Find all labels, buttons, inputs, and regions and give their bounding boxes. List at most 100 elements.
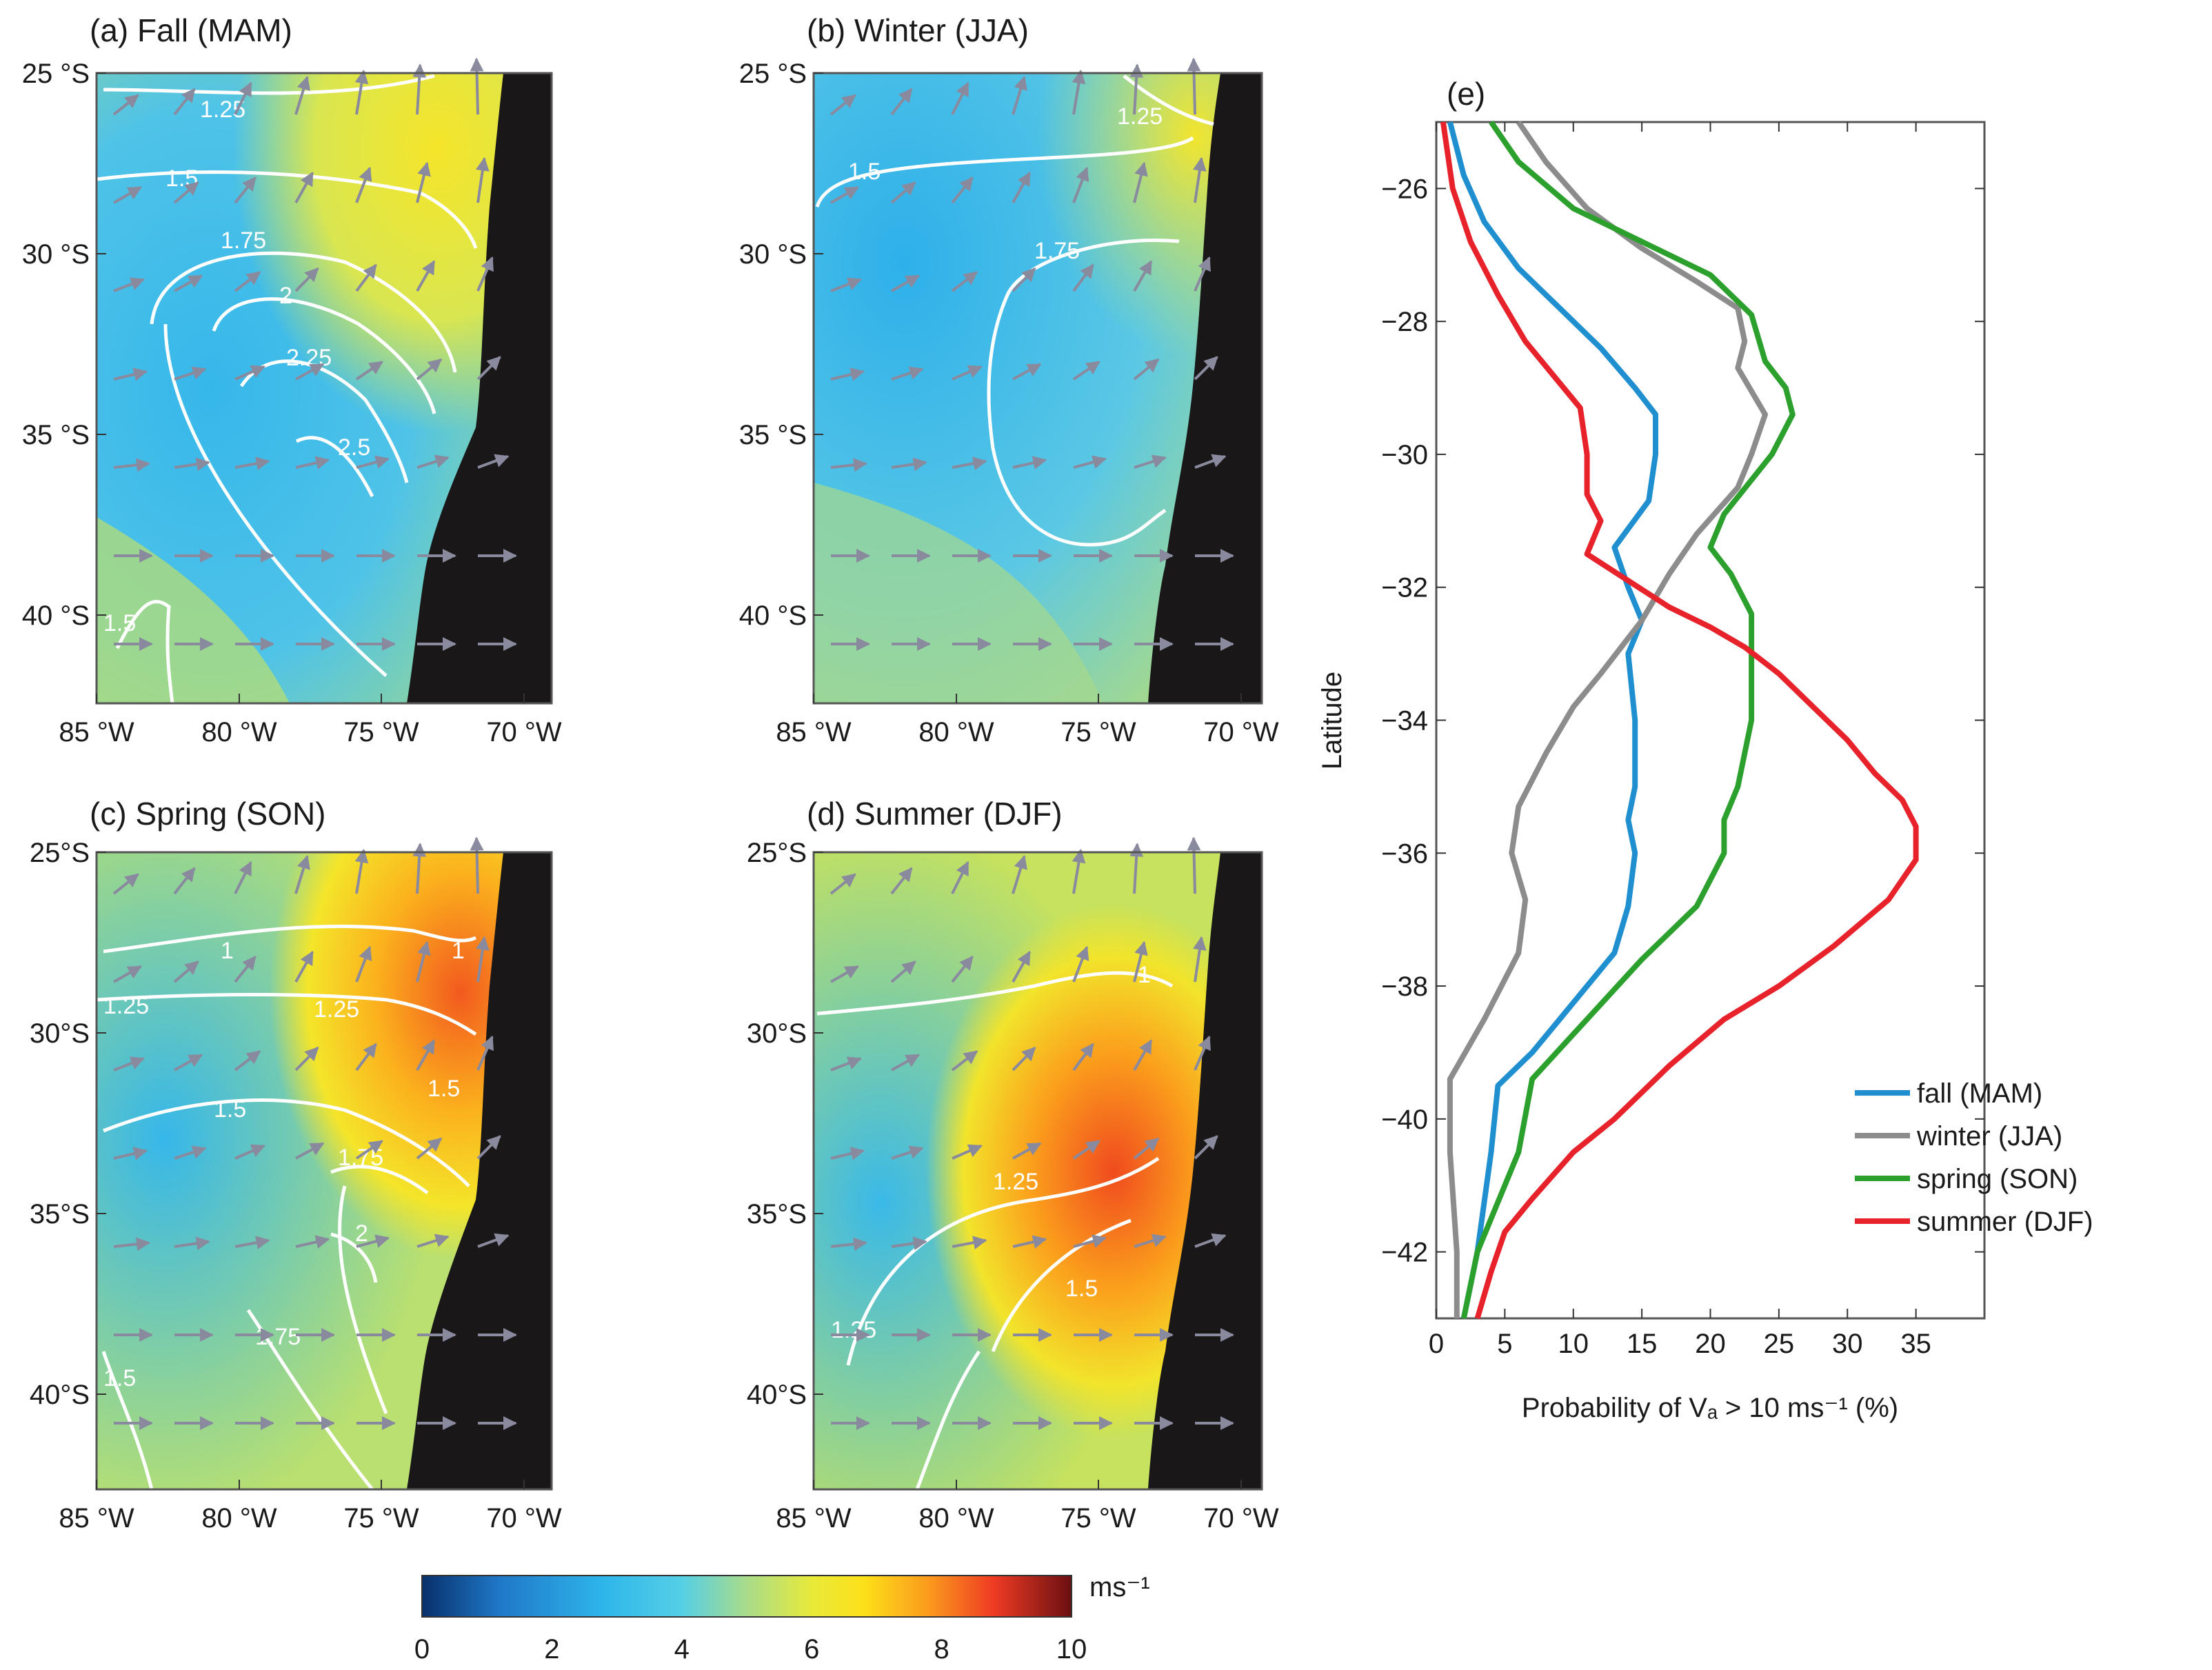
wind-arrow [1134,1234,1167,1248]
wind-arrow [174,274,203,292]
colorbar-tick-label: 0 [414,1634,430,1664]
wind-arrow [830,1237,868,1251]
contour-label: 2.5 [338,434,370,461]
wind-arrow [295,456,330,470]
contour-label: 1 [1138,962,1151,988]
panel-b-frame [812,72,1263,705]
lat-tick-label: 35°S [30,1199,90,1229]
contour-label: 1.5 [428,1076,460,1102]
wind-arrow [234,456,270,471]
panel-d-contour-labels: 1 1.25 1.25 1.5 [831,962,1151,1343]
panel-e-series [1440,120,1919,1320]
wind-arrow [1187,836,1201,894]
lat-tick-label: 35 °S [739,420,807,450]
panel-c-frame [95,851,553,1491]
wind-arrow [295,1235,330,1249]
x-tick-label: 30 [1832,1329,1863,1359]
wind-arrow [416,454,450,469]
wind-arrow [355,166,372,203]
wind-arrow [173,181,199,204]
lat-tick-label: 30 °S [739,239,807,270]
lat-tick-label: 30°S [30,1018,90,1049]
lon-tick-label: 80 °W [201,717,277,747]
lat-tick-label: 40°S [747,1380,807,1410]
x-tick-label: 5 [1497,1329,1512,1359]
wind-arrow [1194,1233,1227,1248]
panel-a-title: (a) Fall (MAM) [90,12,292,48]
contour-label: 1.25 [314,996,359,1023]
wind-arrow [355,1140,383,1160]
wind-arrow [830,368,865,381]
panel-b-wind-arrows [830,57,1234,651]
wind-arrow [952,1144,983,1160]
wind-arrow [113,1056,145,1072]
wind-arrow [951,861,969,894]
panel-a-frame [95,72,553,705]
contour-label: 1.75 [1034,238,1080,264]
lat-tick-label: 25°S [747,838,807,868]
wind-arrow [470,57,484,115]
panel-d-lat-ticks: 25°S 30°S 35°S 40°S [747,838,823,1410]
y-tick-label: −28 [1381,307,1428,337]
wind-arrow [416,940,431,983]
wind-arrow [234,365,265,381]
panel-b-south-region [814,483,1103,703]
wind-arrow [113,368,148,381]
panel-d-lon-ticks: 85 °W 80 °W 75 °W 70 °W [776,1480,1279,1533]
wind-arrow [234,956,257,983]
panel-d: (d) Summer (DJF) 1 1.25 1.25 1.5 85 °W 80… [747,796,1279,1533]
panel-b-contour-labels: 1.25 1.5 1.75 [848,103,1163,264]
y-tick-label: −32 [1381,573,1428,603]
wind-arrow [113,277,145,292]
wind-arrow [1072,70,1086,115]
contour-label: 1.75 [338,1145,383,1171]
panel-a-lon-ticks: 85 °W 80 °W 75 °W 70 °W [59,694,562,747]
wind-arrow [1192,936,1207,983]
x-axis-label: Probability of Vₐ > 10 ms⁻¹ (%) [1522,1393,1898,1423]
panel-c-title: (c) Spring (SON) [90,796,325,832]
legend: fall (MAM) winter (JJA) spring (SON) summer… [1855,1078,2093,1237]
lon-tick-label: 70 °W [1203,1503,1279,1533]
wind-arrow [475,936,490,983]
wind-arrow [951,1050,978,1072]
wind-arrow [475,157,490,203]
panel-b-land [1148,73,1262,703]
wind-arrow [1072,361,1100,381]
wind-arrow [416,161,431,203]
colorbar-tick-label: 2 [544,1634,559,1664]
wind-arrow [1194,1035,1211,1071]
contour-label: 1.75 [255,1324,301,1350]
wind-arrow [294,75,310,115]
lon-tick-label: 70 °W [486,1503,562,1533]
wind-arrow [1133,161,1148,203]
wind-arrow [952,365,983,381]
lon-tick-label: 85 °W [776,1503,852,1533]
wind-arrow [891,1236,927,1251]
wind-arrow [174,366,207,381]
wind-arrow [1012,854,1027,894]
colorbar-gradient [421,1575,1072,1618]
colorbar-tick-label: 6 [804,1634,819,1664]
contour-label: 1.75 [221,228,266,254]
panel-b-lon-ticks: 85 °W 80 °W 75 °W 70 °W [776,694,1279,747]
wind-arrow [355,361,383,381]
wind-arrow [951,956,974,983]
wind-arrow [1012,950,1032,983]
wind-arrow [234,1144,265,1160]
wind-arrow [1073,455,1107,469]
wind-arrow [951,81,969,115]
wind-arrow [294,1047,319,1072]
lon-tick-label: 75 °W [343,717,419,747]
contour-label: 1 [221,938,234,964]
x-tick-label: 10 [1558,1329,1589,1359]
panel-b-title: (b) Winter (JJA) [807,12,1029,48]
wind-arrow [1012,75,1027,115]
lat-tick-label: 25 °S [739,59,807,89]
wind-arrow [113,185,142,204]
wind-arrow [890,867,913,895]
contour-label: 2.25 [286,345,332,371]
contour-label: 1.5 [103,610,136,636]
wind-arrow [1072,849,1086,894]
wind-arrow [1133,940,1148,983]
wind-arrow [173,867,196,895]
